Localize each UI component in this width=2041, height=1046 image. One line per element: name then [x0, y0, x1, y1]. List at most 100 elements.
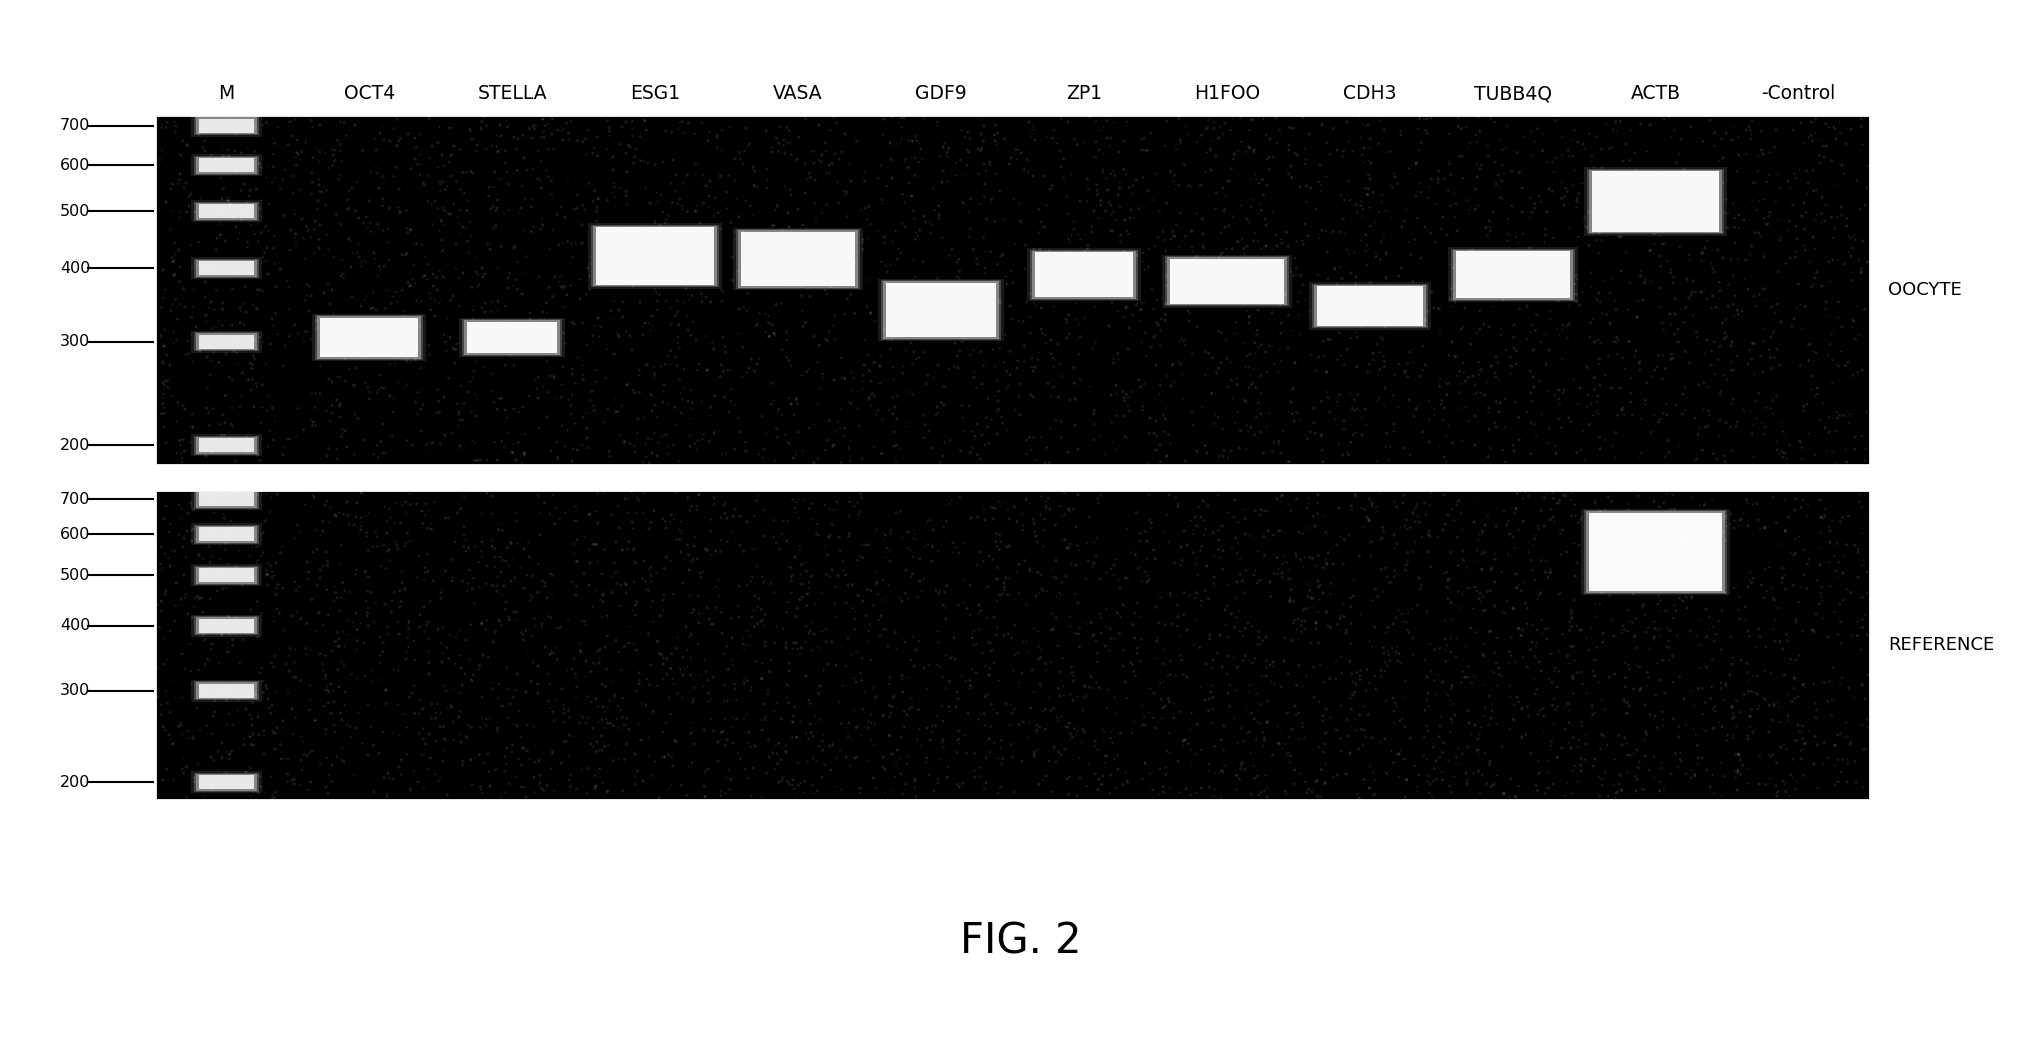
Point	[1547, 317, 1580, 334]
Point	[1253, 149, 1286, 165]
Point	[363, 655, 396, 672]
Point	[1314, 575, 1347, 592]
Point	[1790, 204, 1823, 221]
Point	[1112, 389, 1145, 406]
Point	[1763, 633, 1796, 650]
Point	[820, 609, 853, 626]
Point	[1233, 346, 1265, 363]
Point	[147, 390, 180, 407]
Point	[1555, 507, 1588, 524]
Point	[1472, 584, 1504, 600]
Point	[1643, 228, 1676, 245]
Point	[606, 118, 639, 135]
Point	[1700, 299, 1733, 316]
Point	[247, 723, 280, 740]
Point	[547, 132, 580, 149]
Point	[259, 130, 292, 146]
Point	[520, 584, 553, 600]
Point	[290, 276, 322, 293]
Point	[716, 524, 749, 541]
Point	[1637, 749, 1670, 766]
Point	[980, 133, 1012, 150]
Point	[1116, 656, 1149, 673]
Point	[490, 740, 522, 756]
Point	[157, 203, 190, 220]
Point	[478, 540, 510, 556]
Point	[888, 634, 920, 651]
Point	[1351, 236, 1384, 253]
Point	[1629, 392, 1661, 409]
Point	[1151, 426, 1184, 442]
Point	[1069, 615, 1102, 632]
Point	[1549, 487, 1582, 504]
Point	[1823, 114, 1855, 131]
Point	[1323, 258, 1355, 275]
Point	[1343, 706, 1376, 723]
Point	[1527, 274, 1559, 291]
Point	[1682, 750, 1714, 767]
Point	[1118, 667, 1151, 684]
Point	[1629, 623, 1661, 640]
Point	[967, 117, 1000, 134]
Point	[1527, 127, 1559, 143]
Point	[859, 688, 892, 705]
Point	[1757, 488, 1790, 505]
Point	[1090, 130, 1123, 146]
Point	[1429, 565, 1461, 582]
Point	[708, 645, 741, 662]
Point	[1461, 583, 1494, 599]
Point	[163, 209, 196, 226]
Point	[584, 641, 616, 658]
Point	[1800, 206, 1833, 223]
Point	[1759, 388, 1792, 405]
Point	[1694, 254, 1727, 271]
Point	[1198, 415, 1231, 432]
Point	[984, 526, 1016, 543]
Point	[1123, 200, 1155, 217]
Point	[427, 174, 459, 190]
Point	[908, 110, 941, 127]
Point	[318, 249, 351, 266]
Point	[1233, 527, 1265, 544]
Point	[965, 126, 998, 142]
Point	[769, 323, 802, 340]
Point	[204, 537, 237, 553]
Point	[361, 528, 394, 545]
Point	[1463, 786, 1496, 802]
Point	[1212, 259, 1245, 276]
Point	[1251, 789, 1284, 805]
Point	[1523, 276, 1555, 293]
Point	[723, 745, 755, 761]
Point	[1847, 551, 1880, 568]
Point	[994, 156, 1027, 173]
Point	[431, 178, 463, 195]
Point	[1680, 629, 1712, 645]
Point	[318, 506, 351, 523]
Point	[1116, 306, 1149, 323]
Point	[647, 587, 680, 604]
Point	[1261, 549, 1294, 566]
Point	[249, 677, 282, 693]
Point	[574, 255, 606, 272]
Point	[745, 568, 778, 585]
Point	[1710, 191, 1743, 208]
Point	[967, 176, 1000, 192]
Point	[780, 635, 812, 652]
Point	[1431, 376, 1463, 392]
Point	[1539, 690, 1572, 707]
Point	[1494, 771, 1527, 788]
Point	[1790, 242, 1823, 258]
Point	[1063, 542, 1096, 559]
Point	[1304, 576, 1337, 593]
Point	[963, 602, 996, 619]
Point	[1776, 769, 1808, 786]
Point	[578, 140, 610, 157]
Point	[1325, 610, 1357, 627]
Point	[1847, 136, 1880, 153]
Point	[945, 397, 978, 414]
Point	[188, 632, 220, 649]
Point	[1153, 745, 1186, 761]
Point	[522, 599, 555, 616]
Point	[1798, 343, 1831, 360]
Point	[155, 221, 188, 237]
